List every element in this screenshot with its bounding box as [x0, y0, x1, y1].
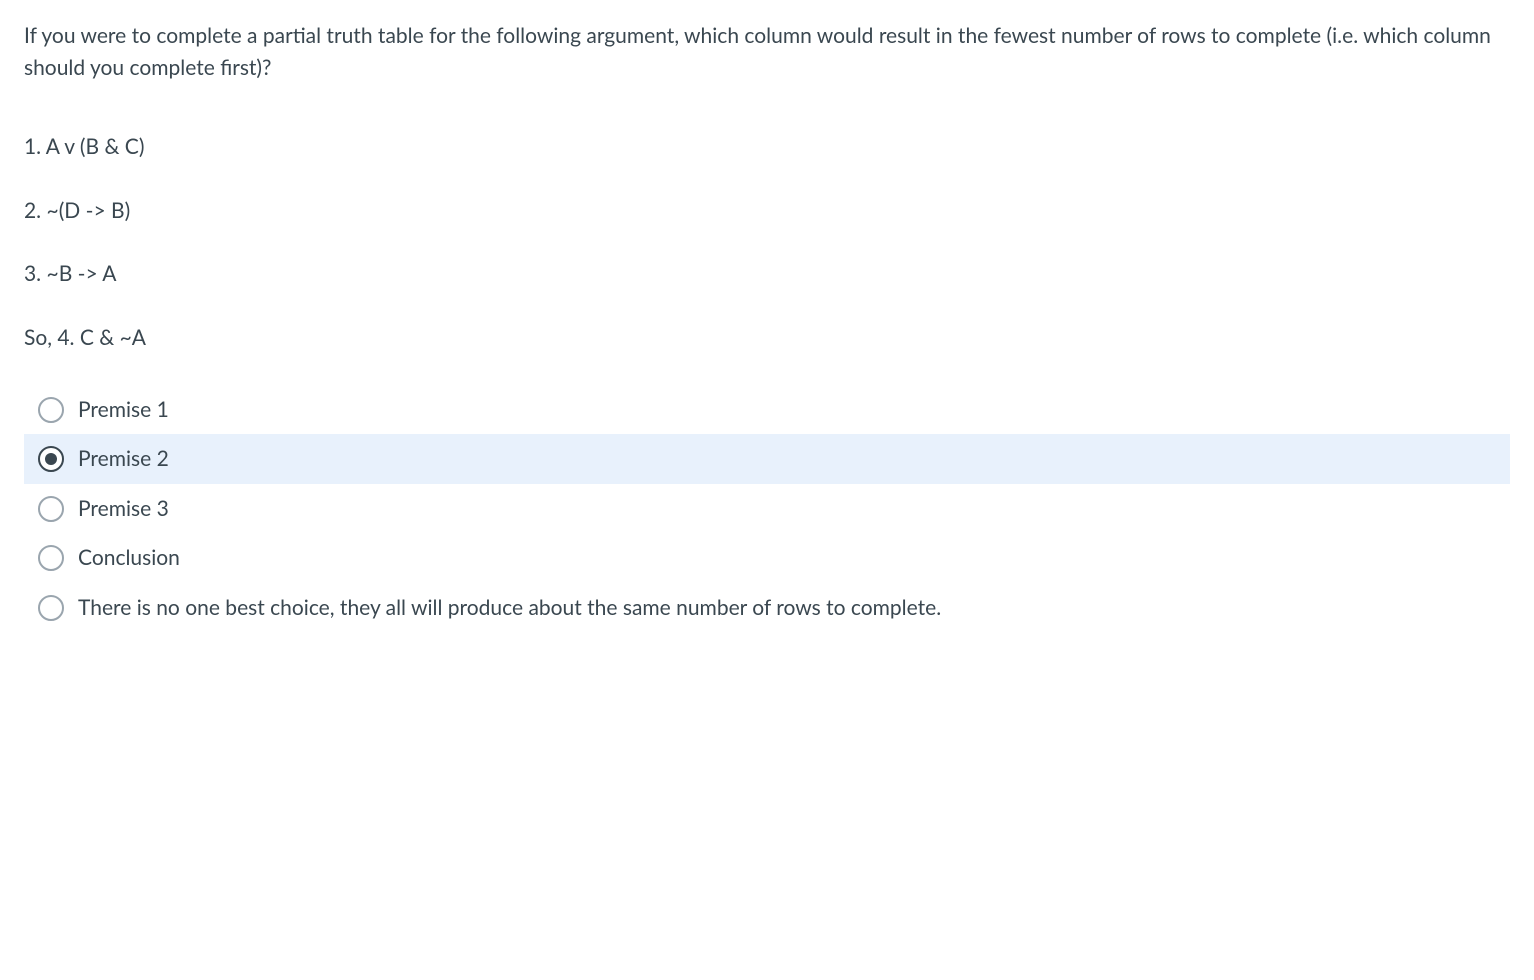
- argument-line-4: So, 4. C & ~A: [24, 322, 1510, 354]
- radio-icon: [38, 545, 64, 571]
- option-premise-2[interactable]: Premise 2: [24, 434, 1510, 483]
- options-container: Premise 1 Premise 2 Premise 3 Conclusion…: [24, 385, 1510, 632]
- option-conclusion[interactable]: Conclusion: [24, 533, 1510, 582]
- radio-icon: [38, 496, 64, 522]
- question-text: If you were to complete a partial truth …: [24, 20, 1510, 83]
- radio-icon: [38, 446, 64, 472]
- option-label: Premise 1: [78, 395, 1502, 424]
- option-label: Premise 2: [78, 444, 1502, 473]
- radio-icon: [38, 595, 64, 621]
- argument-list: 1. A v (B & C) 2. ~(D -> B) 3. ~B -> A S…: [24, 131, 1510, 353]
- option-no-best-choice[interactable]: There is no one best choice, they all wi…: [24, 583, 1510, 632]
- option-premise-1[interactable]: Premise 1: [24, 385, 1510, 434]
- option-label: Conclusion: [78, 543, 1502, 572]
- argument-line-2: 2. ~(D -> B): [24, 195, 1510, 227]
- radio-icon: [38, 397, 64, 423]
- argument-line-1: 1. A v (B & C): [24, 131, 1510, 163]
- argument-line-3: 3. ~B -> A: [24, 258, 1510, 290]
- option-label: There is no one best choice, they all wi…: [78, 593, 1502, 622]
- option-label: Premise 3: [78, 494, 1502, 523]
- option-premise-3[interactable]: Premise 3: [24, 484, 1510, 533]
